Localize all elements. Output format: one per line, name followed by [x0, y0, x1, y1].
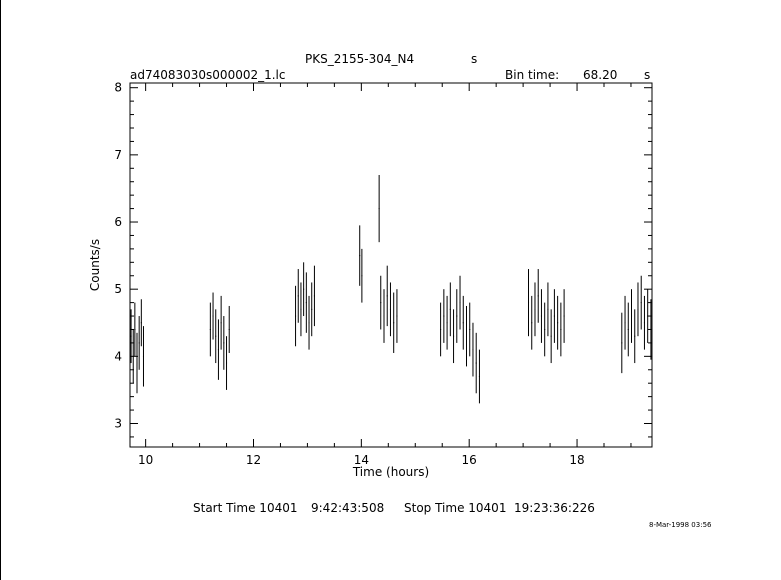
y-tick-label: 5 — [114, 282, 122, 296]
start-time-value: 9:42:43:508 — [311, 501, 385, 515]
plot-title-unit: s — [471, 52, 478, 66]
x-tick-label: 12 — [246, 453, 261, 467]
x-tick-label: 14 — [354, 453, 369, 467]
bin-time-unit: s — [644, 68, 651, 82]
y-tick-label: 6 — [114, 215, 122, 229]
x-tick-label: 16 — [462, 453, 477, 467]
bin-time-label: Bin time: — [505, 68, 560, 82]
y-tick-label: 8 — [114, 81, 122, 95]
x-tick-label: 10 — [138, 453, 153, 467]
plot-frame — [129, 82, 653, 448]
y-axis-label: Counts/s — [88, 239, 102, 291]
y-tick-label: 4 — [114, 349, 122, 363]
left-border — [0, 0, 1, 580]
y-tick-label: 7 — [114, 148, 122, 162]
stop-time-label: Stop Time 10401 — [404, 501, 507, 515]
date-stamp: 8-Mar-1998 03:56 — [649, 521, 712, 529]
plot-title: PKS_2155-304_N4 — [305, 52, 415, 66]
start-time-label: Start Time 10401 — [193, 501, 298, 515]
bin-time-value: 68.20 — [583, 68, 618, 82]
filename-label: ad74083030s000002_1.lc — [130, 68, 286, 82]
x-tick-label: 18 — [569, 453, 584, 467]
y-tick-label: 3 — [114, 416, 122, 430]
stop-time-value: 19:23:36:226 — [514, 501, 595, 515]
x-axis-label: Time (hours) — [352, 465, 429, 479]
